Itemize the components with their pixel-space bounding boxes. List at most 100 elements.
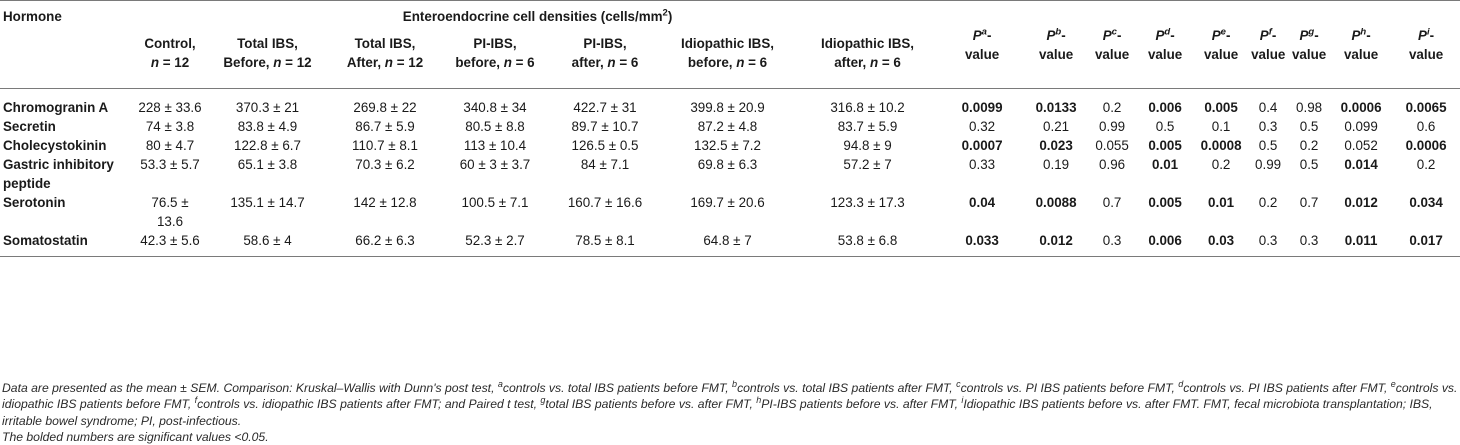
density-cell: 64.8 ± 7 (703, 233, 752, 248)
p-value-cell: 0.5 (1299, 119, 1319, 134)
density-cell: 69.8 ± 6.3 (697, 157, 758, 172)
density-cell: 126.5 ± 0.5 (571, 138, 639, 153)
p-value-header: Pe-value (1203, 26, 1239, 62)
hormone-name: Chromogranin A (3, 100, 109, 115)
p-value-cell: 0.0133 (1035, 100, 1077, 115)
p-value-cell: 0.1 (1211, 119, 1231, 134)
footnote-comparison-text: total IBS patients before vs. after FMT, (545, 397, 757, 412)
footnote-comparison-text: controls vs. idiopathic IBS patients aft… (197, 397, 541, 412)
p-value-cell: 0.0065 (1405, 100, 1447, 115)
hormone-name: Gastric inhibitory peptide (3, 157, 114, 191)
density-cell: 83.7 ± 5.9 (837, 119, 898, 134)
footnote-comparison-text: controls vs. total IBS patients before F… (502, 381, 733, 395)
density-cell: 53.8 ± 6.8 (837, 233, 898, 248)
p-value-cell: 0.014 (1344, 157, 1378, 172)
p-value-cell: 0.96 (1099, 157, 1126, 172)
density-cell: 74 ± 3.8 (145, 119, 195, 134)
p-value-cell: 0.03 (1208, 233, 1235, 248)
density-cell: 60 ± 3 ± 3.7 (459, 157, 531, 172)
footnote-marker: f (194, 395, 198, 406)
footnote-marker: h (756, 395, 762, 406)
density-cell: 94.8 ± 9 (843, 138, 892, 153)
p-value-cell: 0.2 (1102, 100, 1122, 115)
p-value-header: Pf-value (1251, 26, 1286, 62)
density-cell: 83.8 ± 4.9 (237, 119, 298, 134)
density-cell: 340.8 ± 34 (463, 100, 527, 115)
p-value-cell: 0.0006 (1405, 138, 1447, 153)
hormone-name: Serotonin (3, 195, 66, 210)
hormone-density-table: Hormone Enteroendocrine cell densities (… (0, 0, 1460, 257)
density-cell: 160.7 ± 16.6 (567, 195, 643, 210)
density-cell: 52.3 ± 2.7 (465, 233, 525, 248)
p-value-cell: 0.052 (1344, 138, 1378, 153)
density-cell: 142 ± 12.8 (353, 195, 417, 210)
footnote-significance-note: The bolded numbers are significant value… (2, 429, 269, 444)
p-value-cell: 0.0088 (1035, 195, 1077, 210)
p-value-cell: 0.7 (1102, 195, 1122, 210)
p-value-cell: 0.5 (1258, 138, 1278, 153)
p-value-cell: 0.7 (1299, 195, 1319, 210)
hormone-column-header: Hormone (3, 9, 62, 24)
density-cell: 169.7 ± 20.6 (690, 195, 765, 210)
density-column-header: Total IBS, After, n = 12 (346, 36, 424, 70)
density-cell: 78.5 ± 8.1 (575, 233, 635, 248)
density-cell: 76.5 ± 13.6 (151, 195, 189, 229)
p-value-header: Pa-value (964, 26, 1000, 62)
p-value-cell: 0.5 (1155, 119, 1175, 134)
footnote-marker: b (732, 378, 738, 389)
footnote-comparison-text: Idiopathic IBS patients before vs. after… (2, 397, 1433, 428)
p-value-cell: 0.01 (1152, 157, 1179, 172)
density-cell: 70.3 ± 6.2 (355, 157, 415, 172)
hormone-subheader-empty (0, 32, 135, 89)
p-value-cell: 0.055 (1095, 138, 1129, 153)
hormone-name: Cholecystokinin (3, 138, 107, 153)
p-value-cell: 0.034 (1409, 195, 1443, 210)
p-value-cell: 0.4 (1258, 100, 1278, 115)
density-cell: 57.2 ± 7 (843, 157, 892, 172)
density-cell: 399.8 ± 20.9 (690, 100, 765, 115)
p-value-cell: 0.99 (1099, 119, 1126, 134)
p-value-cell: 0.32 (969, 119, 996, 134)
density-cell: 110.7 ± 8.1 (352, 138, 418, 153)
p-value-cell: 0.2 (1416, 157, 1436, 172)
p-value-cell: 0.017 (1409, 233, 1443, 248)
footnote-comparison-text: controls vs. idiopathic IBS patients bef… (2, 381, 1458, 412)
table-body: Chromogranin A 228 ± 33.6 370.3 ± 21 269.8 … (0, 89, 1460, 257)
density-cell: 135.1 ± 14.7 (230, 195, 305, 210)
density-group-header: Enteroendocrine cell densities (cells/mm… (402, 7, 673, 24)
density-cell: 42.3 ± 5.6 (140, 233, 200, 248)
density-cell: 370.3 ± 21 (235, 100, 300, 115)
p-value-cell: 0.0008 (1200, 138, 1242, 153)
footnote-marker: g (540, 395, 546, 406)
p-value-cell: 0.2 (1258, 195, 1278, 210)
density-cell: 122.8 ± 6.7 (234, 138, 301, 153)
p-value-cell: 0.3 (1299, 233, 1319, 248)
density-cell: 53.3 ± 5.7 (140, 157, 200, 172)
p-value-cell: 0.2 (1299, 138, 1319, 153)
density-cell: 86.7 ± 5.9 (355, 119, 415, 134)
footnote-comparisons: Data are presented as the mean ± SEM. Co… (2, 378, 1458, 428)
p-value-cell: 0.012 (1344, 195, 1378, 210)
density-column-header: PI-IBS, before, n = 6 (455, 36, 535, 70)
table-row: Serotonin 76.5 ± 13.6 135.1 ± 14.7 142 ± 12… (0, 193, 1460, 231)
p-value-cell: 0.5 (1299, 157, 1319, 172)
p-value-cell: 0.033 (965, 233, 999, 248)
p-value-cell: 0.023 (1039, 138, 1073, 153)
p-value-header: Ph-value (1343, 26, 1379, 62)
hormone-name: Secretin (3, 119, 56, 134)
p-value-cell: 0.0006 (1340, 100, 1382, 115)
header-row-1: Hormone Enteroendocrine cell densities (… (0, 0, 1460, 62)
footnote-comparison-text: controls vs. total IBS patients after FM… (737, 381, 957, 395)
density-cell: 58.6 ± 4 (243, 233, 292, 248)
density-column-header: Total IBS, Before, n = 12 (223, 36, 312, 70)
density-cell: 422.7 ± 31 (573, 100, 637, 115)
table-row: Cholecystokinin 80 ± 4.7 122.8 ± 6.7 110.7 … (0, 136, 1460, 155)
p-value-cell: 0.006 (1148, 100, 1182, 115)
p-value-cell: 0.04 (969, 195, 996, 210)
table-row: Secretin 74 ± 3.8 83.8 ± 4.9 86.7 ± 5.9 80.5… (0, 117, 1460, 136)
density-cell: 89.7 ± 10.7 (571, 119, 639, 134)
p-value-cell: 0.3 (1258, 233, 1278, 248)
p-value-cell: 0.099 (1344, 119, 1378, 134)
density-cell: 132.5 ± 7.2 (694, 138, 761, 153)
footnote-marker: d (1178, 378, 1184, 389)
